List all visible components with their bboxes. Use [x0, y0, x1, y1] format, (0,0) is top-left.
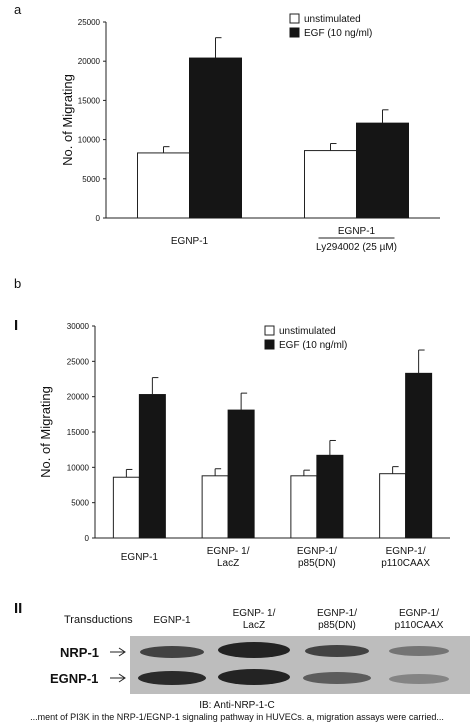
bar-unstimulated — [112, 476, 140, 539]
blot-lane-label: EGNP-1/ — [399, 608, 439, 619]
y-axis-label: No. of Migrating — [38, 386, 53, 478]
category-label: EGNP-1/ — [297, 546, 337, 557]
blot-band — [218, 642, 290, 658]
legend-swatch — [289, 13, 300, 24]
panel-b-label: b — [14, 276, 21, 291]
blot-lane-label: p110CAAX — [395, 620, 444, 631]
caption-fragment: ...ment of PI3K in the NRP-1/EGNP-1 sign… — [30, 712, 444, 722]
y-tick-label: 30000 — [67, 322, 90, 331]
y-tick-label: 5000 — [71, 499, 89, 508]
bar-egf — [227, 409, 255, 539]
blot-band — [140, 646, 204, 658]
bar-unstimulated — [304, 150, 357, 219]
blot-membrane — [130, 636, 470, 694]
category-label: LacZ — [217, 558, 239, 569]
blot-band — [303, 672, 371, 684]
bar-egf — [138, 394, 166, 539]
bar-egf — [189, 57, 242, 219]
category-label: EGNP-1/ — [386, 546, 426, 557]
legend-swatch — [264, 339, 275, 350]
bar-egf — [356, 122, 409, 219]
chart-b-i: 0 5000 10000 15000 20000 25000 30000 No. of Mig… — [38, 322, 450, 569]
y-tick-label: 20000 — [78, 57, 101, 66]
category-label: Ly294002 (25 µM) — [316, 242, 397, 253]
bar-unstimulated — [290, 475, 318, 539]
bar-unstimulated — [379, 473, 407, 539]
chart-a: 0 5000 10000 15000 20000 25000 No. of Migratin… — [60, 13, 440, 253]
blot-lane-label: EGNP- 1/ — [233, 608, 276, 619]
panel-a-label: a — [14, 2, 22, 17]
blot-lane-label: p85(DN) — [318, 620, 356, 631]
blot-band — [138, 671, 206, 685]
bar-egf — [405, 372, 433, 539]
legend-label: unstimulated — [304, 14, 361, 25]
section-i-label: I — [14, 317, 18, 334]
blot-ib-label: IB: Anti-NRP-1-C — [199, 700, 275, 711]
bar-unstimulated — [201, 475, 229, 539]
y-tick-label: 20000 — [67, 393, 90, 402]
category-label: EGNP-1 — [338, 226, 376, 237]
blot-nrp-label: NRP-1 — [60, 645, 99, 660]
blot-band — [305, 645, 369, 657]
category-label: p85(DN) — [298, 558, 336, 569]
y-tick-label: 15000 — [67, 428, 90, 437]
legend-label: unstimulated — [279, 326, 336, 337]
blot-egnp-label: EGNP-1 — [50, 671, 98, 686]
y-tick-label: 15000 — [78, 96, 101, 105]
y-tick-label: 0 — [85, 534, 90, 543]
legend-label: EGF (10 ng/ml) — [304, 28, 372, 39]
y-tick-label: 25000 — [78, 18, 101, 27]
arrow-icon — [110, 647, 126, 657]
blot-lane-label: LacZ — [243, 620, 265, 631]
y-tick-label: 25000 — [67, 357, 90, 366]
y-tick-label: 0 — [96, 214, 101, 223]
category-label: EGNP-1 — [171, 236, 209, 247]
y-axis-label: No. of Migrating — [60, 74, 75, 166]
category-label: EGNP- 1/ — [207, 546, 250, 557]
arrow-icon — [110, 673, 126, 683]
blot-band — [389, 674, 449, 684]
western-blot: Transductions EGNP-1 EGNP- 1/ LacZ EGNP-… — [50, 608, 470, 711]
blot-transductions-label: Transductions — [64, 614, 133, 626]
bar-egf — [316, 454, 344, 539]
bar-unstimulated — [137, 152, 190, 219]
blot-lane-label: EGNP-1/ — [317, 608, 357, 619]
legend-label: EGF (10 ng/ml) — [279, 340, 347, 351]
blot-lane-label: EGNP-1 — [153, 615, 191, 626]
category-label: p110CAAX — [381, 558, 430, 569]
legend-swatch — [264, 325, 275, 336]
section-ii-label: II — [14, 600, 22, 617]
y-tick-label: 10000 — [78, 136, 101, 145]
legend-swatch — [289, 27, 300, 38]
blot-band — [218, 669, 290, 685]
blot-band — [389, 646, 449, 656]
category-label: EGNP-1 — [121, 552, 159, 563]
y-tick-label: 5000 — [82, 175, 100, 184]
y-tick-label: 10000 — [67, 463, 90, 472]
